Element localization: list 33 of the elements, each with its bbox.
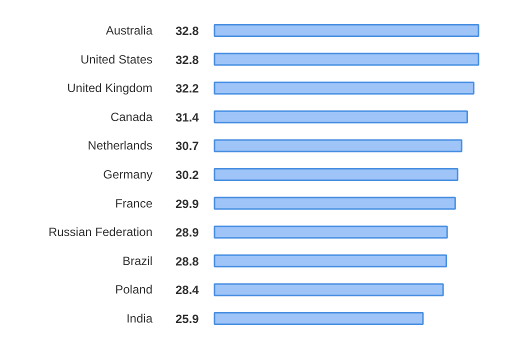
bar: [214, 254, 448, 268]
bar: [214, 312, 424, 326]
bar: [214, 82, 474, 95]
data-label: 30.7: [176, 139, 200, 154]
data-label: 30.2: [176, 168, 200, 182]
data-label: 32.2: [176, 82, 200, 96]
y-tick-label: India: [126, 312, 153, 326]
data-label: 31.4: [176, 110, 200, 124]
data-label: 25.9: [176, 312, 200, 326]
bar: [214, 196, 456, 210]
data-label: 32.8: [176, 52, 200, 67]
data-label: 28.8: [176, 254, 200, 268]
bar: [214, 226, 448, 239]
data-label: 29.9: [176, 196, 200, 211]
data-label: 28.9: [176, 226, 200, 240]
data-label: 32.8: [176, 24, 200, 38]
y-tick-label: Netherlands: [88, 138, 153, 153]
bar: [214, 52, 480, 66]
y-tick-label: Canada: [110, 110, 153, 124]
data-label: 28.4: [176, 283, 200, 298]
y-tick-label: United Kingdom: [67, 81, 153, 96]
y-tick-label: Australia: [106, 24, 153, 38]
y-tick-label: Germany: [103, 168, 153, 182]
bar: [214, 139, 462, 152]
bar: [214, 283, 444, 296]
bar: [214, 110, 468, 124]
y-tick-label: Russian Federation: [48, 225, 153, 240]
y-tick-label: Poland: [115, 282, 153, 297]
bar: [214, 24, 480, 38]
y-tick-label: Brazil: [122, 254, 153, 268]
y-tick-label: United States: [80, 52, 153, 66]
y-tick-label: France: [115, 196, 153, 210]
bar: [214, 168, 458, 182]
